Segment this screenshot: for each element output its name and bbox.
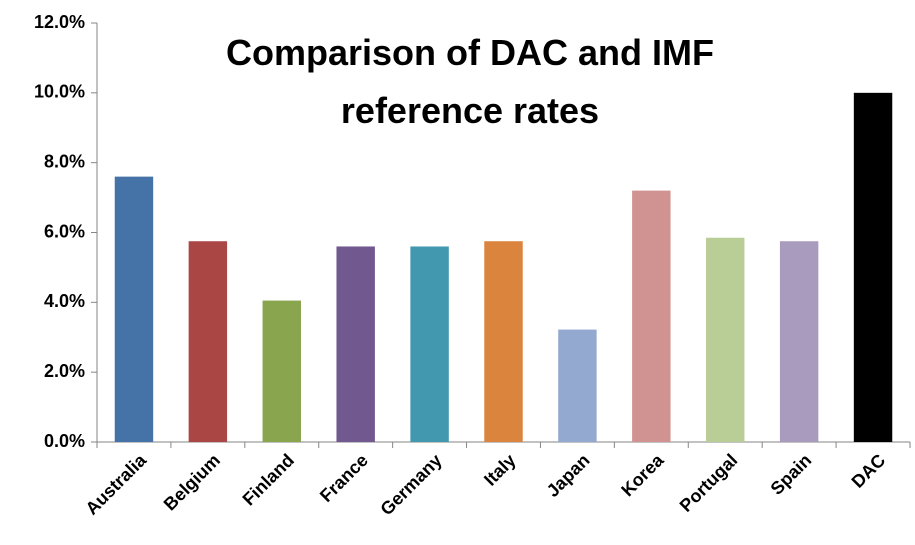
y-tick-label: 6.0% [44, 221, 85, 241]
x-tick-label: Germany [376, 450, 445, 519]
y-tick-label: 12.0% [34, 12, 85, 32]
x-tick-label: Italy [480, 450, 520, 490]
y-tick-label: 0.0% [44, 431, 85, 451]
bar [484, 241, 523, 442]
y-tick-label: 10.0% [34, 82, 85, 102]
x-tick-label: Belgium [160, 450, 224, 514]
y-tick-label: 2.0% [44, 361, 85, 381]
bar [558, 329, 597, 442]
x-tick-label: Portugal [676, 450, 742, 516]
y-tick-label: 4.0% [44, 291, 85, 311]
x-tick-label: Spain [767, 450, 816, 499]
bar [188, 241, 228, 442]
bar [779, 241, 819, 442]
y-tick-label: 8.0% [44, 151, 85, 171]
bar [632, 190, 671, 442]
x-tick-label: Finland [239, 450, 298, 509]
x-tick-label: Australia [82, 449, 151, 518]
bar [706, 237, 745, 442]
x-tick-label: France [316, 450, 372, 506]
bar [114, 176, 154, 442]
bar [410, 246, 449, 442]
x-tick-label: DAC [848, 450, 890, 492]
x-tick-label: Korea [617, 449, 668, 500]
chart-title: Comparison of DAC and IMF reference rate… [226, 32, 714, 131]
bar [853, 92, 893, 442]
bar [336, 246, 375, 442]
x-tick-label: Japan [543, 450, 594, 501]
bar [262, 300, 301, 442]
